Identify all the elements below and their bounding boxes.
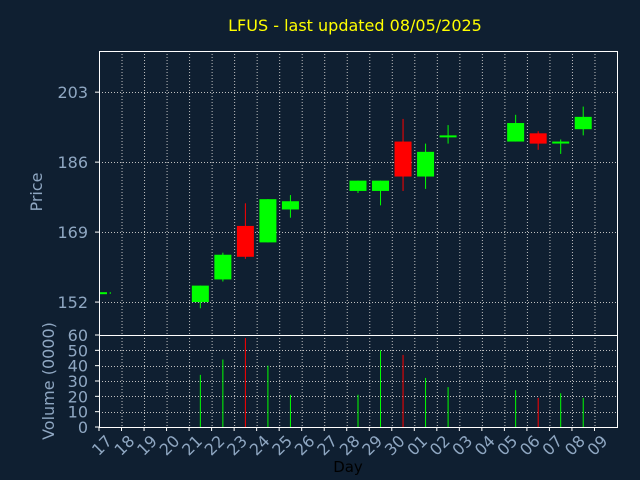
x-axis-label: Day (333, 458, 363, 476)
price-axis-label: Price (27, 172, 46, 211)
price-tick-label: 169 (57, 223, 88, 242)
price-grid (99, 51, 617, 335)
candle-body (574, 116, 592, 130)
volume-tick-label: 40 (68, 357, 88, 376)
candle-body (552, 141, 570, 144)
volume-bars (199, 338, 584, 427)
candle-body (372, 180, 390, 191)
volume-tick-label: 0 (78, 418, 88, 437)
candle-body (259, 199, 277, 243)
candlesticks (99, 106, 592, 309)
axes (99, 51, 618, 428)
candle-body (236, 225, 254, 257)
volume-tick-label: 50 (68, 341, 88, 360)
candle-body (281, 201, 299, 210)
volume-tick-label: 20 (68, 387, 88, 406)
candle-body (417, 151, 435, 177)
volume-axis-label: Volume (0000) (39, 322, 58, 440)
volume-tick-label: 60 (68, 326, 88, 345)
candle-body (349, 180, 367, 191)
candle-body (191, 285, 209, 303)
chart-title: LFUS - last updated 08/05/2025 (228, 16, 482, 35)
price-tick-label: 152 (57, 293, 88, 312)
price-tick-label: 203 (57, 83, 88, 102)
candle-body (439, 135, 457, 138)
price-tick-label: 186 (57, 153, 88, 172)
volume-tick-label: 10 (68, 403, 88, 422)
candle-body (214, 254, 232, 280)
volume-panel-frame (99, 335, 618, 428)
candle-body (99, 292, 107, 295)
candle-body (507, 123, 525, 142)
volume-tick-label: 30 (68, 372, 88, 391)
candle-body (394, 141, 412, 177)
candle-body (529, 133, 547, 144)
